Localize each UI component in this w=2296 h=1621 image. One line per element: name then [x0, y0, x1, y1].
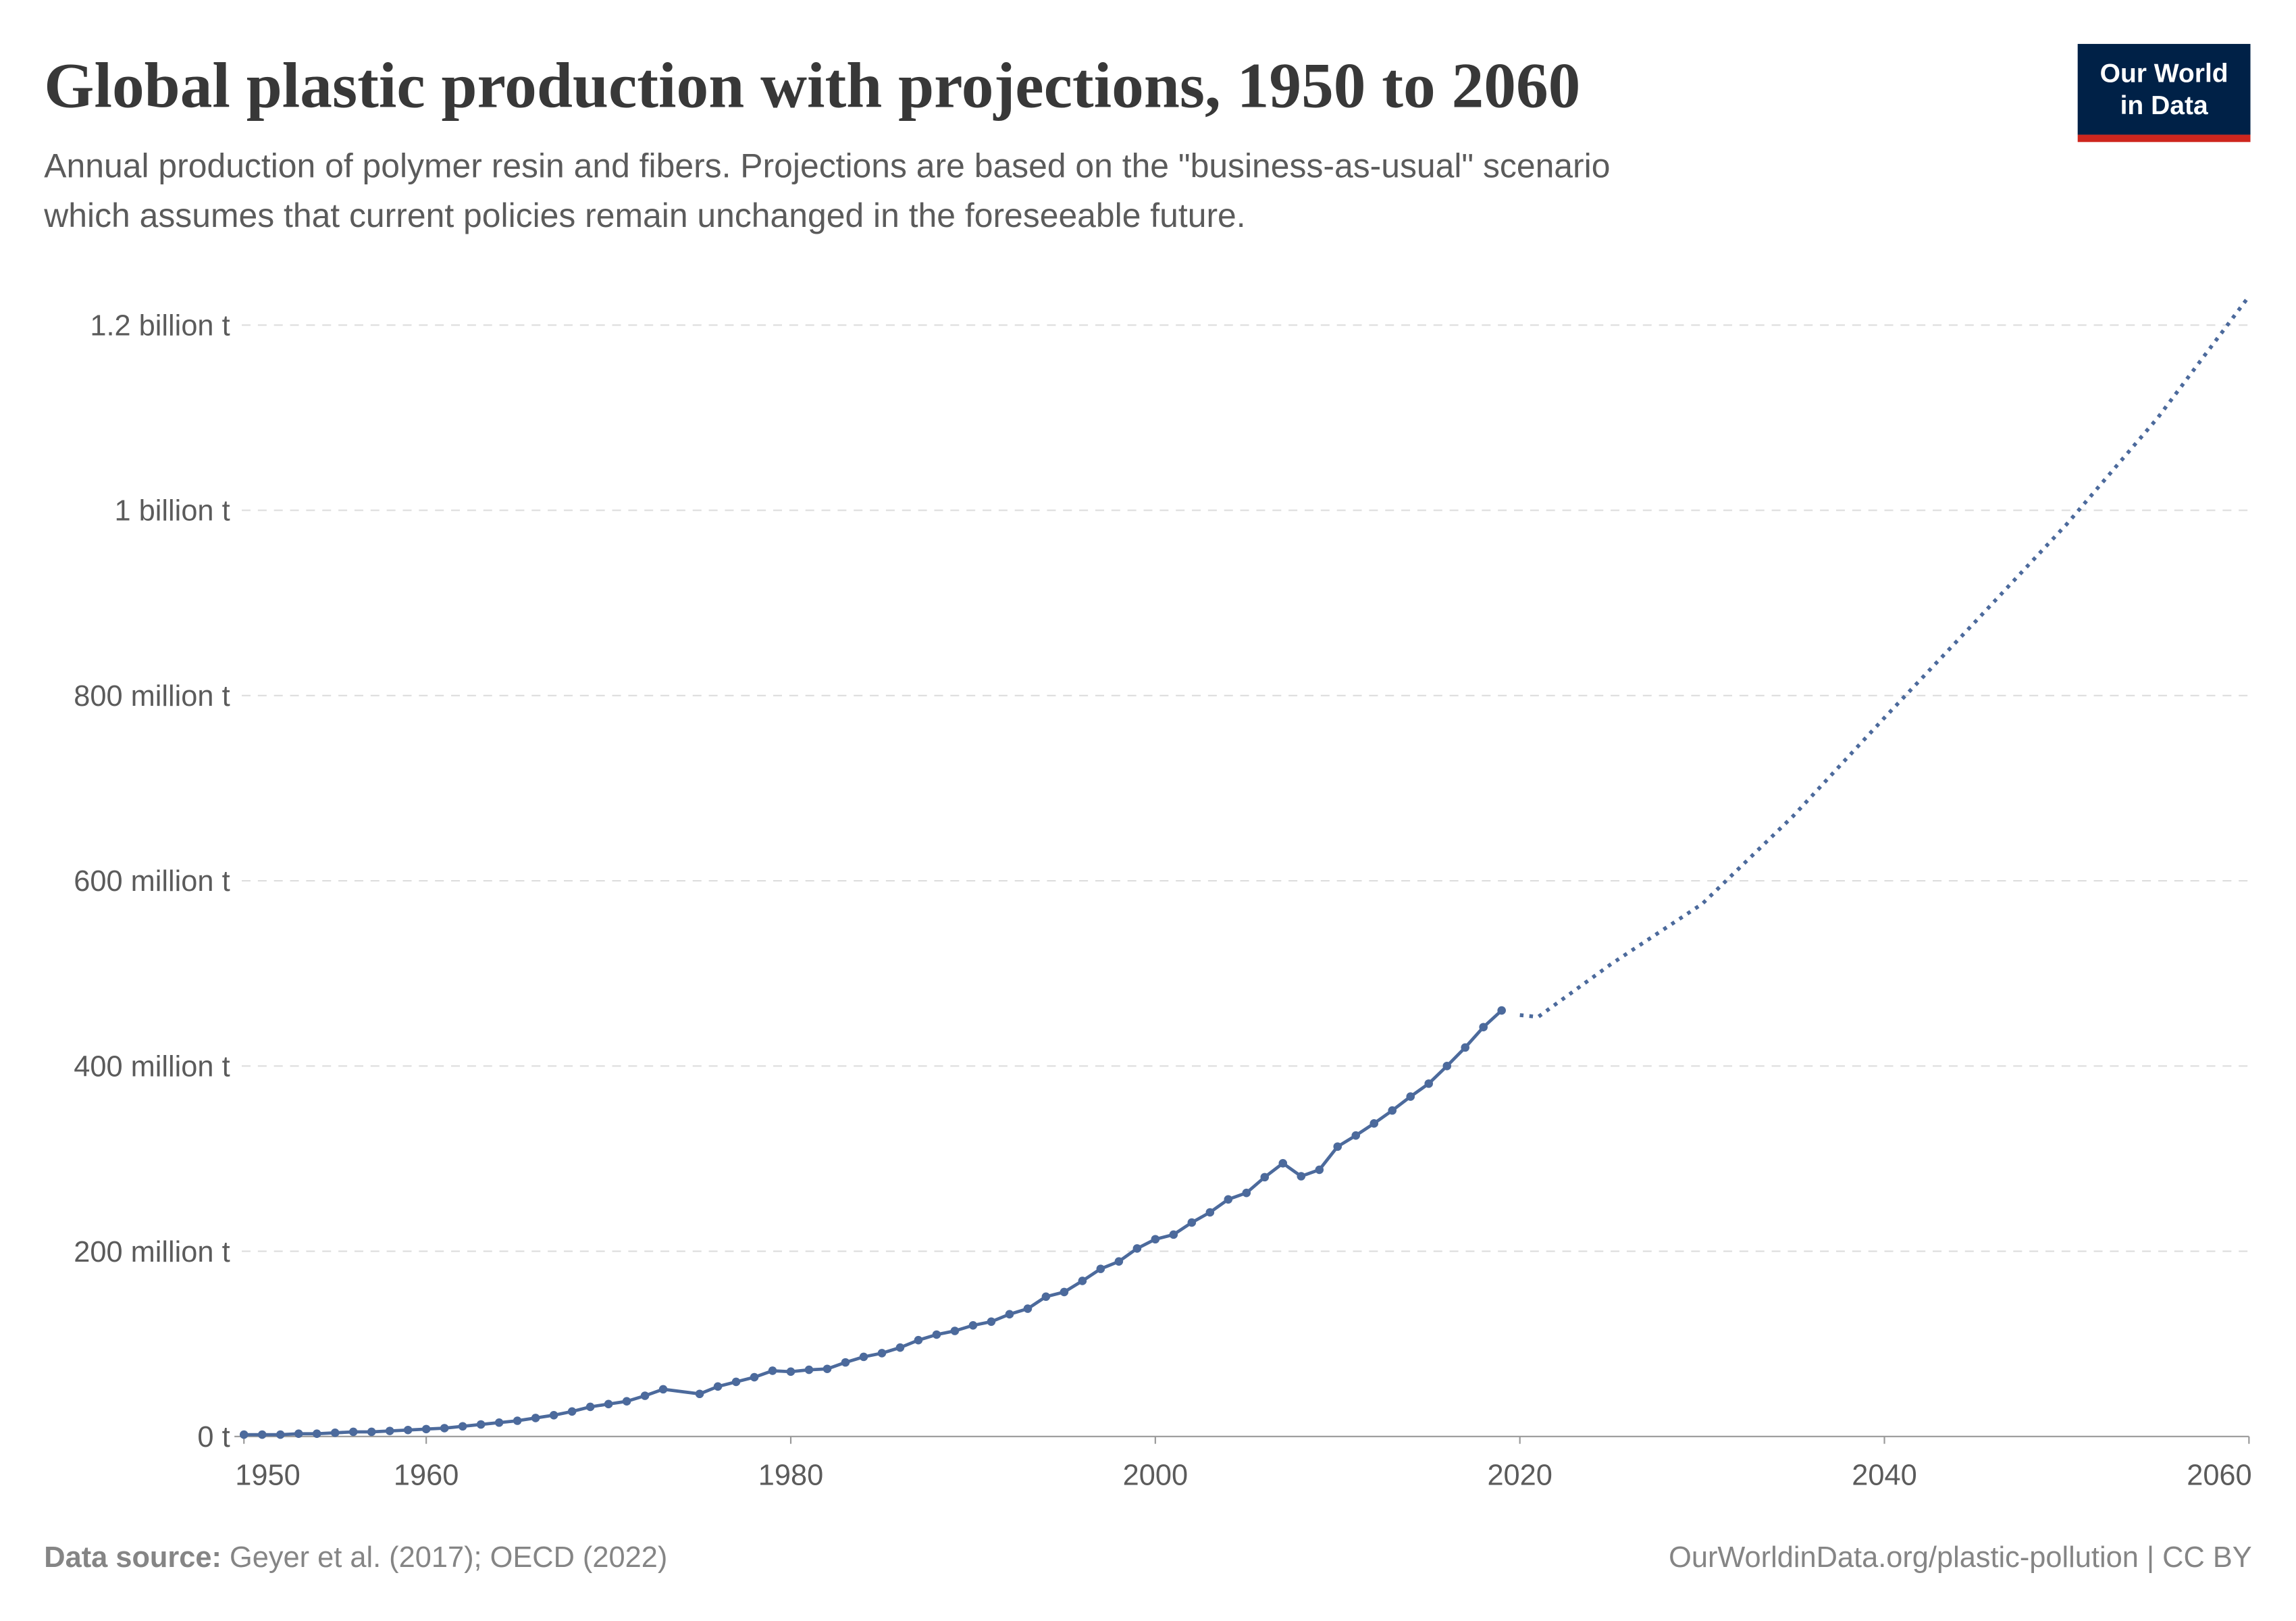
data-point: [276, 1430, 285, 1439]
data-point: [1315, 1165, 1324, 1175]
data-point: [494, 1418, 504, 1427]
data-point: [768, 1366, 777, 1375]
data-point: [895, 1343, 905, 1352]
logo-text: in Data: [2120, 91, 2208, 120]
data-point: [604, 1399, 613, 1409]
data-point: [950, 1327, 960, 1335]
data-point: [1096, 1264, 1105, 1273]
data-point: [1260, 1173, 1270, 1182]
y-tick-label: 400 million t: [74, 1050, 230, 1083]
series-line: [1519, 295, 2251, 1019]
y-tick-label: 1.2 billion t: [90, 309, 230, 342]
data-point: [458, 1422, 467, 1431]
data-point: [695, 1389, 704, 1399]
logo-stripe: [2077, 134, 2251, 143]
y-tick-label: 200 million t: [74, 1236, 230, 1268]
data-point: [622, 1397, 631, 1406]
x-tick-label: 2020: [1487, 1459, 1552, 1491]
subtitle: which assumes that current policies rema…: [43, 197, 1245, 234]
data-point: [1060, 1287, 1069, 1297]
data-point: [804, 1365, 814, 1374]
data-point: [1497, 1006, 1506, 1015]
data-point: [786, 1367, 795, 1376]
data-point: [348, 1427, 358, 1437]
data-point: [1333, 1142, 1342, 1151]
data-point: [367, 1427, 376, 1437]
data-point: [1041, 1292, 1051, 1302]
data-point: [1406, 1092, 1415, 1101]
data-point: [1151, 1235, 1160, 1244]
data-point: [1369, 1119, 1379, 1128]
data-point: [750, 1372, 759, 1382]
x-tick-label: 2000: [1123, 1459, 1188, 1491]
data-point: [731, 1377, 741, 1387]
source-text: Geyer et al. (2017); OECD (2022): [230, 1541, 667, 1574]
y-tick-label: 0 t: [197, 1421, 230, 1453]
data-point: [330, 1429, 340, 1437]
data-point: [1187, 1218, 1197, 1227]
data-point: [914, 1335, 923, 1345]
credit[interactable]: OurWorldinData.org/plastic-pollution | C…: [1669, 1541, 2252, 1574]
chart-title: Global plastic production with projectio…: [44, 49, 1580, 121]
data-point: [841, 1358, 850, 1367]
data-point: [987, 1317, 996, 1327]
data-point: [877, 1349, 887, 1358]
data-point: [1205, 1208, 1215, 1217]
logo-box: [2077, 44, 2251, 135]
data-point: [567, 1407, 577, 1416]
y-tick-label: 600 million t: [74, 865, 230, 898]
logo-text: Our World: [2100, 59, 2228, 88]
data-point: [549, 1411, 558, 1420]
source-label: Data source:: [44, 1541, 221, 1574]
data-point: [859, 1352, 868, 1362]
data-point: [531, 1414, 540, 1422]
data-point: [421, 1424, 431, 1434]
data-point: [1424, 1079, 1434, 1088]
data-point: [1351, 1131, 1361, 1140]
data-point: [1005, 1310, 1014, 1319]
data-point: [513, 1416, 522, 1425]
x-tick-label: 1980: [758, 1459, 823, 1491]
data-point: [658, 1385, 668, 1394]
data-point: [1297, 1172, 1306, 1181]
data-point: [239, 1430, 249, 1439]
x-tick-label: 2060: [2187, 1459, 2251, 1491]
data-point: [257, 1430, 267, 1439]
source: Data source: Geyer et al. (2017); OECD (…: [44, 1541, 667, 1574]
data-point: [294, 1429, 303, 1439]
data-point: [1479, 1023, 1488, 1032]
data-point: [1078, 1277, 1087, 1285]
data-point: [403, 1425, 413, 1435]
data-point: [640, 1391, 650, 1400]
data-point: [968, 1320, 978, 1330]
data-point: [1388, 1106, 1397, 1115]
data-point: [1461, 1043, 1469, 1052]
data-point: [312, 1429, 321, 1439]
data-point: [1224, 1195, 1233, 1204]
data-point: [1169, 1230, 1178, 1239]
data-point: [1442, 1062, 1451, 1071]
subtitle: Annual production of polymer resin and f…: [44, 147, 1610, 184]
x-tick-label: 1960: [394, 1459, 459, 1491]
data-point: [1023, 1304, 1033, 1313]
data-point: [385, 1426, 394, 1435]
data-point: [1114, 1257, 1124, 1266]
data-point: [585, 1402, 595, 1412]
y-tick-label: 1 billion t: [115, 495, 230, 528]
y-tick-label: 800 million t: [74, 680, 230, 713]
data-point: [440, 1424, 449, 1433]
logo[interactable]: Our World in Data: [2077, 44, 2251, 143]
data-point: [932, 1330, 941, 1339]
data-point: [1132, 1244, 1142, 1253]
x-tick-label: 1950: [235, 1459, 300, 1491]
data-point: [1242, 1188, 1251, 1198]
data-point: [1278, 1159, 1288, 1168]
data-point: [476, 1420, 486, 1429]
x-tick-label: 2040: [1852, 1459, 1916, 1491]
data-point: [823, 1364, 832, 1374]
data-point: [713, 1382, 723, 1391]
